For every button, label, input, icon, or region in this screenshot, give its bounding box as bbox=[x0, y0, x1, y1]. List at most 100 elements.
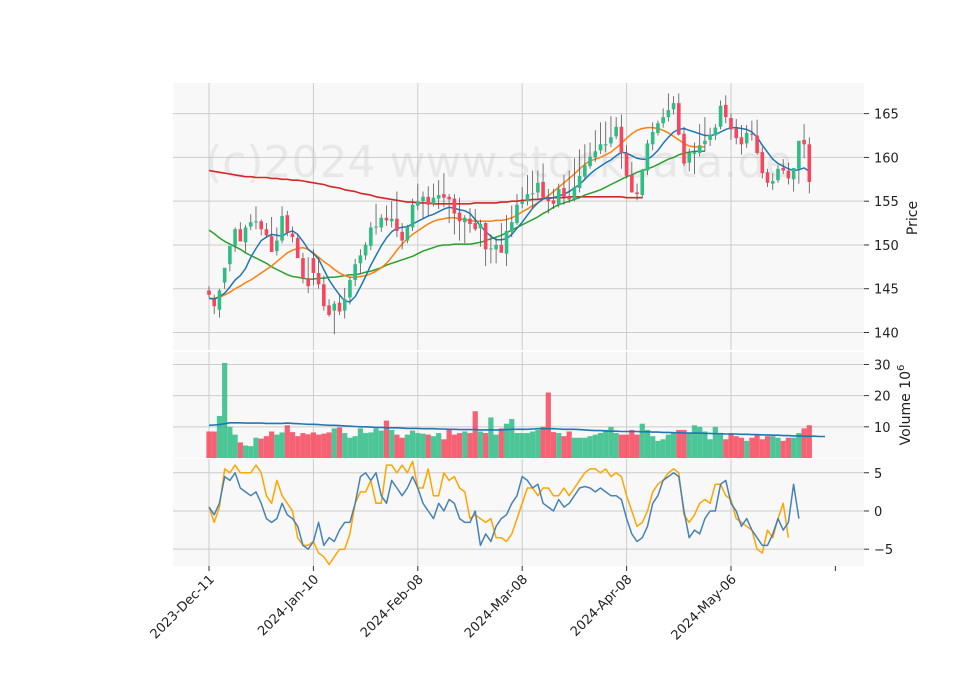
volume-bar bbox=[279, 432, 285, 458]
volume-bar bbox=[571, 437, 577, 458]
candle-up bbox=[614, 126, 618, 137]
candle-up bbox=[708, 134, 712, 140]
volume-bar bbox=[566, 431, 572, 458]
volume-bar bbox=[624, 434, 630, 458]
candle-down bbox=[311, 258, 316, 273]
price-tick-label: 140 bbox=[874, 326, 899, 341]
volume-bar bbox=[352, 436, 358, 458]
volume-bar bbox=[603, 429, 609, 458]
candle-up bbox=[671, 103, 676, 110]
candle-down bbox=[765, 172, 770, 183]
candle-down bbox=[269, 236, 274, 252]
candle-up bbox=[248, 222, 253, 227]
candle-up bbox=[577, 175, 582, 189]
ma-200-line bbox=[208, 169, 643, 205]
candle-down bbox=[238, 229, 243, 242]
volume-bar bbox=[801, 428, 807, 458]
candle-down bbox=[750, 133, 754, 135]
oscillator-tick-label: 5 bbox=[874, 467, 882, 482]
candle-up bbox=[369, 227, 373, 246]
candle-down bbox=[567, 196, 571, 200]
candle-up bbox=[692, 152, 697, 154]
volume-bar bbox=[754, 434, 760, 458]
candle-down bbox=[337, 302, 342, 312]
volume-bar bbox=[483, 433, 489, 458]
candle-down bbox=[426, 196, 431, 205]
volume-bar bbox=[415, 433, 421, 458]
volume-bar bbox=[237, 442, 243, 458]
candle-up bbox=[656, 123, 660, 133]
candle-down bbox=[264, 229, 269, 236]
volume-bar bbox=[274, 434, 280, 458]
volume-bar bbox=[702, 431, 708, 458]
candle-up bbox=[556, 188, 561, 205]
candle-up bbox=[588, 156, 592, 167]
candle-down bbox=[619, 126, 624, 154]
volume-bar bbox=[456, 433, 463, 458]
candle-up bbox=[645, 143, 650, 171]
volume-bar bbox=[347, 437, 353, 458]
volume-bar bbox=[503, 423, 510, 458]
candle-up bbox=[431, 197, 436, 204]
volume-bar bbox=[222, 362, 228, 458]
candle-down bbox=[285, 215, 290, 233]
candle-up bbox=[713, 127, 718, 136]
candle-up bbox=[332, 303, 337, 311]
volume-bar bbox=[420, 433, 426, 458]
volume-bar bbox=[561, 436, 567, 458]
volume-bar bbox=[618, 434, 624, 458]
candle-down bbox=[395, 218, 399, 231]
candle-up bbox=[222, 267, 227, 283]
volume-bar bbox=[613, 433, 619, 458]
volume-bar bbox=[498, 428, 504, 458]
volume-bar bbox=[430, 436, 437, 458]
oscillator-tick-label: −5 bbox=[874, 543, 893, 558]
volume-bar bbox=[263, 436, 270, 458]
volume-bar bbox=[665, 434, 671, 458]
candle-up bbox=[598, 144, 603, 151]
oscillator-tick-label: 0 bbox=[874, 505, 882, 520]
volume-bar bbox=[310, 432, 316, 458]
price-tick-label: 150 bbox=[874, 239, 899, 254]
volume-bar bbox=[791, 437, 797, 458]
candle-up bbox=[515, 204, 519, 224]
volume-bar bbox=[744, 440, 750, 458]
volume-bar bbox=[592, 434, 598, 458]
volume-bar bbox=[676, 429, 682, 458]
volume-bar bbox=[441, 439, 447, 458]
volume-bar bbox=[582, 437, 588, 458]
volume-bar bbox=[467, 433, 473, 458]
candle-down bbox=[562, 188, 566, 197]
volume-bar bbox=[446, 429, 452, 458]
candle-down bbox=[781, 167, 785, 171]
volume-bar bbox=[242, 445, 249, 458]
candle-up bbox=[254, 221, 258, 223]
candle-down bbox=[802, 139, 806, 145]
candle-down bbox=[723, 104, 728, 118]
volume-bar bbox=[284, 425, 290, 458]
candle-up bbox=[650, 132, 655, 145]
price-tick-label: 165 bbox=[874, 108, 899, 123]
candle-down bbox=[624, 153, 629, 176]
candle-down bbox=[327, 305, 331, 315]
volume-bar bbox=[451, 434, 457, 458]
volume-bar bbox=[723, 439, 729, 458]
volume-bar bbox=[681, 429, 687, 458]
volume-bar bbox=[764, 436, 771, 458]
candle-down bbox=[452, 198, 457, 214]
volume-bar bbox=[336, 427, 343, 458]
candle-up bbox=[374, 226, 378, 228]
candle-down bbox=[322, 284, 326, 307]
price-tick-label: 160 bbox=[874, 151, 899, 166]
volume-bar bbox=[472, 411, 478, 458]
volume-bar bbox=[409, 430, 416, 458]
candle-up bbox=[583, 165, 587, 177]
volume-axis-title: Volume 106 bbox=[896, 365, 914, 446]
volume-bar bbox=[524, 433, 531, 458]
volume-bar bbox=[608, 426, 614, 458]
volume-tick-label: 10 bbox=[874, 421, 891, 436]
candle-up bbox=[770, 181, 775, 184]
volume-bar bbox=[519, 433, 525, 458]
ma-long-line bbox=[208, 150, 705, 280]
candle-up bbox=[776, 168, 780, 181]
